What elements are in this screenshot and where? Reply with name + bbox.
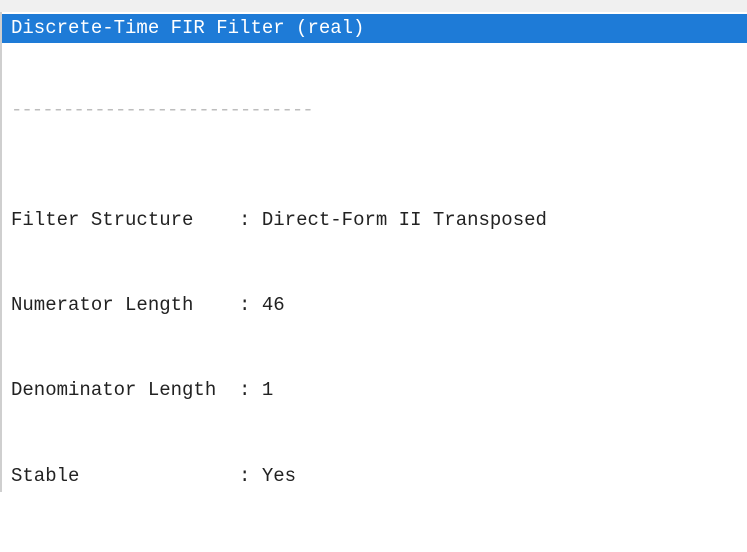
property-row-filter-structure: Filter Structure : Direct-Form II Transp… [11,206,547,234]
selected-title-line[interactable]: Discrete-Time FIR Filter (real) [2,14,747,43]
property-label: Linear Phase [11,550,239,552]
property-label: Numerator Length [11,294,240,317]
property-row-stable: Stable : Yes [11,462,547,490]
property-row-linear-phase: Linear Phase : Yes (Type 2) [11,547,547,552]
property-row-denominator-length: Denominator Length : 1 [11,376,547,404]
property-value: 1 [261,379,274,402]
property-value: Direct-Form II Transposed [261,209,547,232]
property-value: Yes [261,464,297,487]
property-row-numerator-length: Numerator Length : 46 [11,291,547,319]
property-separator: : [239,550,262,552]
property-value: 46 [261,294,285,317]
separator-line: ----------------------------- [11,98,314,121]
property-separator: : [239,209,262,232]
filter-info-panel[interactable]: Discrete-Time FIR Filter (real) --------… [0,12,747,552]
property-separator: : [239,379,262,402]
property-separator: : [239,294,262,317]
window-top-strip [0,0,747,12]
property-label: Filter Structure [11,209,240,232]
property-separator: : [239,464,262,487]
property-label: Denominator Length [11,379,240,402]
filter-info-text: ----------------------------- Filter Str… [11,42,547,552]
property-label: Stable [11,464,240,487]
property-value: Yes (Type 2) [262,550,399,552]
